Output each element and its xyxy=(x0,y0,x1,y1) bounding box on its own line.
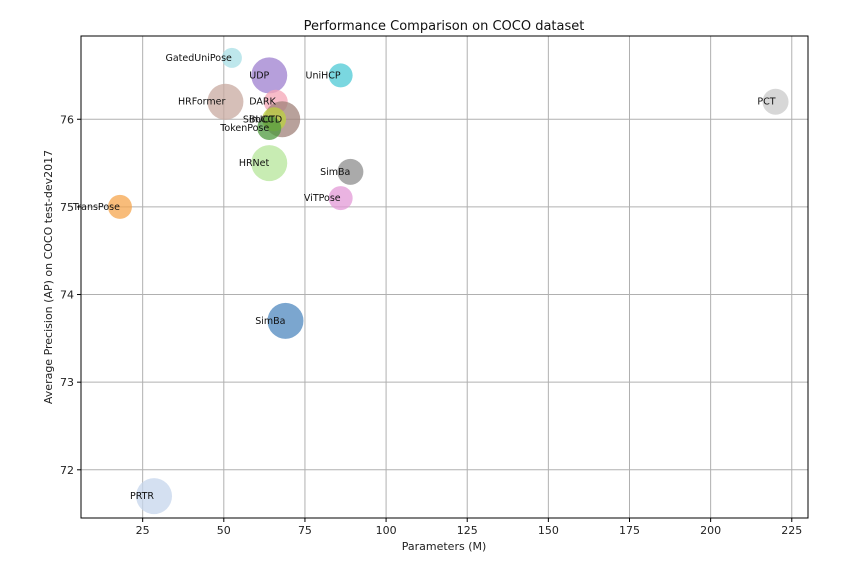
y-tick-label: 72 xyxy=(60,464,74,477)
point-label: BUCTD xyxy=(249,114,282,125)
data-point xyxy=(107,194,132,219)
data-point xyxy=(762,88,789,115)
x-tick-label: 150 xyxy=(538,524,559,537)
data-point xyxy=(251,145,288,182)
y-tick-label: 74 xyxy=(60,289,74,302)
point-label: DARK xyxy=(249,97,276,108)
y-tick-label: 76 xyxy=(60,113,74,126)
point-label: SimBa xyxy=(255,316,285,327)
chart-title: Performance Comparison on COCO dataset xyxy=(304,19,585,34)
x-tick-label: 175 xyxy=(619,524,640,537)
x-tick-label: 75 xyxy=(298,524,312,537)
data-point xyxy=(328,186,353,211)
y-axis-ticks: 72 73 74 75 76 xyxy=(60,113,81,477)
point-labels: GatedUniPose UDP UniHCP PCT DARK HRFormer BUCT… xyxy=(72,53,776,502)
point-label: PCT xyxy=(757,97,775,108)
data-point xyxy=(221,47,242,68)
data-point xyxy=(136,478,173,515)
x-axis-label: Parameters (M) xyxy=(402,540,487,553)
x-tick-label: 100 xyxy=(376,524,397,537)
data-point xyxy=(337,158,364,185)
data-point xyxy=(267,302,304,339)
point-label: UDP xyxy=(249,70,269,81)
y-tick-label: 73 xyxy=(60,376,74,389)
x-tick-label: 200 xyxy=(700,524,721,537)
point-label: HRNet xyxy=(239,158,270,169)
point-label: HRFormer xyxy=(178,97,226,108)
y-tick-label: 75 xyxy=(60,201,74,214)
point-label: TransPose xyxy=(72,202,120,213)
grid-lines xyxy=(81,36,808,518)
x-tick-label: 125 xyxy=(457,524,478,537)
x-tick-label: 25 xyxy=(136,524,150,537)
data-point xyxy=(207,83,244,120)
point-label: SimBa xyxy=(320,167,350,178)
point-label: UniHCP xyxy=(306,70,341,81)
point-label: PRTR xyxy=(130,491,154,502)
x-axis-ticks: 25 50 75 100 125 150 175 200 225 xyxy=(136,518,802,537)
data-point xyxy=(251,57,288,94)
data-points xyxy=(107,47,789,515)
x-tick-label: 225 xyxy=(781,524,802,537)
data-point xyxy=(257,116,282,141)
x-tick-label: 50 xyxy=(217,524,231,537)
point-label: TokenPose xyxy=(219,123,269,134)
y-axis-label: Average Precision (AP) on COCO test-dev2… xyxy=(42,150,55,404)
point-label: GatedUniPose xyxy=(166,53,233,64)
point-label: ViTPose xyxy=(304,193,341,204)
data-point xyxy=(328,63,353,88)
point-label: SimCC xyxy=(243,114,275,125)
plot-area-frame xyxy=(80,35,809,519)
